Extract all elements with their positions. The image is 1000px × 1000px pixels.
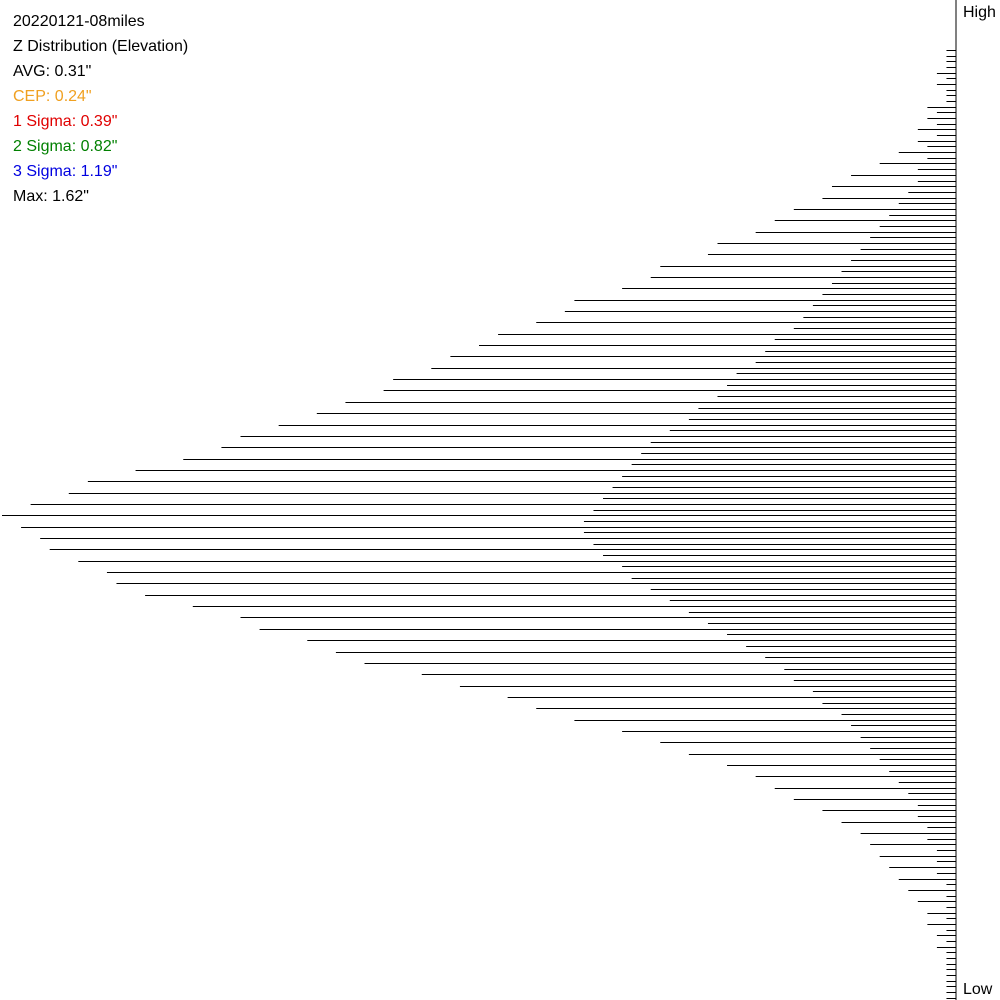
stat-1-sigma: 1 Sigma: 0.39" [13,113,118,130]
chart-subtitle: Z Distribution (Elevation) [13,38,189,55]
stat-3-sigma: 3 Sigma: 1.19" [13,163,118,180]
chart-title: 20220121-08miles [13,13,145,30]
stat-avg: AVG: 0.31" [13,63,92,80]
axis-low-label: Low [963,981,993,998]
axis-high-label: High [963,4,996,21]
stat-cep: CEP: 0.24" [13,88,92,105]
stats-panel: 20220121-08miles Z Distribution (Elevati… [13,9,188,209]
stat-max: Max: 1.62" [13,188,89,205]
stat-2-sigma: 2 Sigma: 0.82" [13,138,118,155]
